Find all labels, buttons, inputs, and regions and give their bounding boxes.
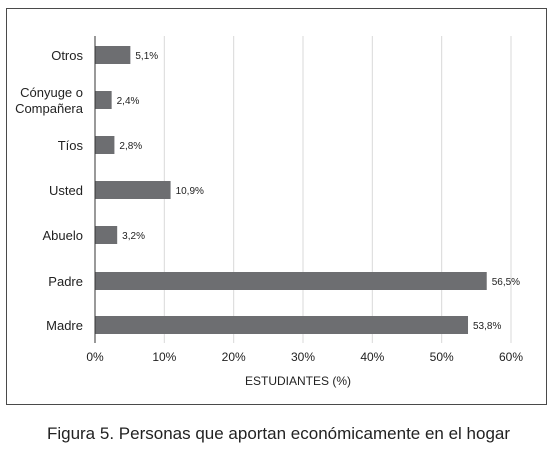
category-label: Madre: [46, 318, 83, 333]
category-label-line: Compañera: [15, 101, 84, 116]
x-tick-label: 40%: [360, 350, 384, 364]
x-tick-label: 60%: [499, 350, 523, 364]
x-tick-labels: 0% 10% 20% 30% 40% 50% 60%: [86, 350, 523, 364]
category-label-line: Madre: [46, 318, 83, 333]
bar: [95, 316, 469, 334]
x-tick-label: 10%: [152, 350, 176, 364]
bar: [95, 181, 171, 199]
x-tick-label: 30%: [291, 350, 315, 364]
bars: [95, 46, 487, 334]
category-label-line: Tíos: [58, 138, 84, 153]
data-label: 2,8%: [119, 141, 142, 152]
bar: [95, 91, 112, 109]
data-label: 2,4%: [117, 96, 140, 107]
data-label: 56,5%: [492, 277, 520, 288]
bar: [95, 136, 115, 154]
x-tick-label: 50%: [430, 350, 454, 364]
category-label-line: Cónyuge o: [20, 85, 83, 100]
gridlines: [163, 36, 512, 343]
category-label-line: Padre: [48, 274, 83, 289]
category-label-line: Otros: [51, 48, 83, 63]
data-label: 5,1%: [135, 51, 158, 62]
bar: [95, 272, 487, 290]
data-labels: 5,1% 2,4% 2,8% 10,9% 3,2% 56,5% 53,8%: [117, 51, 521, 332]
category-label: Padre: [48, 274, 83, 289]
data-label: 53,8%: [473, 321, 501, 332]
category-labels: Otros Cónyuge o Compañera Tíos Usted Abuelo Pa…: [15, 48, 84, 333]
figure-label: Figura 5.: [46, 424, 115, 443]
bar: [95, 226, 118, 244]
figure-caption-text: Personas que aportan económicamente en e…: [118, 424, 511, 443]
x-tick-label: 20%: [222, 350, 246, 364]
figure-caption: Figura 5. Personas que aportan económica…: [0, 424, 557, 444]
chart-frame: [6, 8, 547, 405]
x-tick-label: 0%: [86, 350, 104, 364]
category-label: Abuelo: [43, 228, 83, 243]
category-label: Otros: [51, 48, 83, 63]
category-label-line: Abuelo: [43, 228, 83, 243]
data-label: 3,2%: [122, 231, 145, 242]
bar-chart: 5,1% 2,4% 2,8% 10,9% 3,2% 56,5% 53,8% Otros Cón…: [15, 36, 523, 388]
category-label: Cónyuge o Compañera: [15, 85, 84, 116]
category-label: Tíos: [58, 138, 84, 153]
category-label-line: Usted: [49, 183, 83, 198]
category-label: Usted: [49, 183, 83, 198]
bar: [95, 46, 131, 64]
x-axis-title: ESTUDIANTES (%): [245, 374, 351, 388]
data-label: 10,9%: [176, 186, 204, 197]
